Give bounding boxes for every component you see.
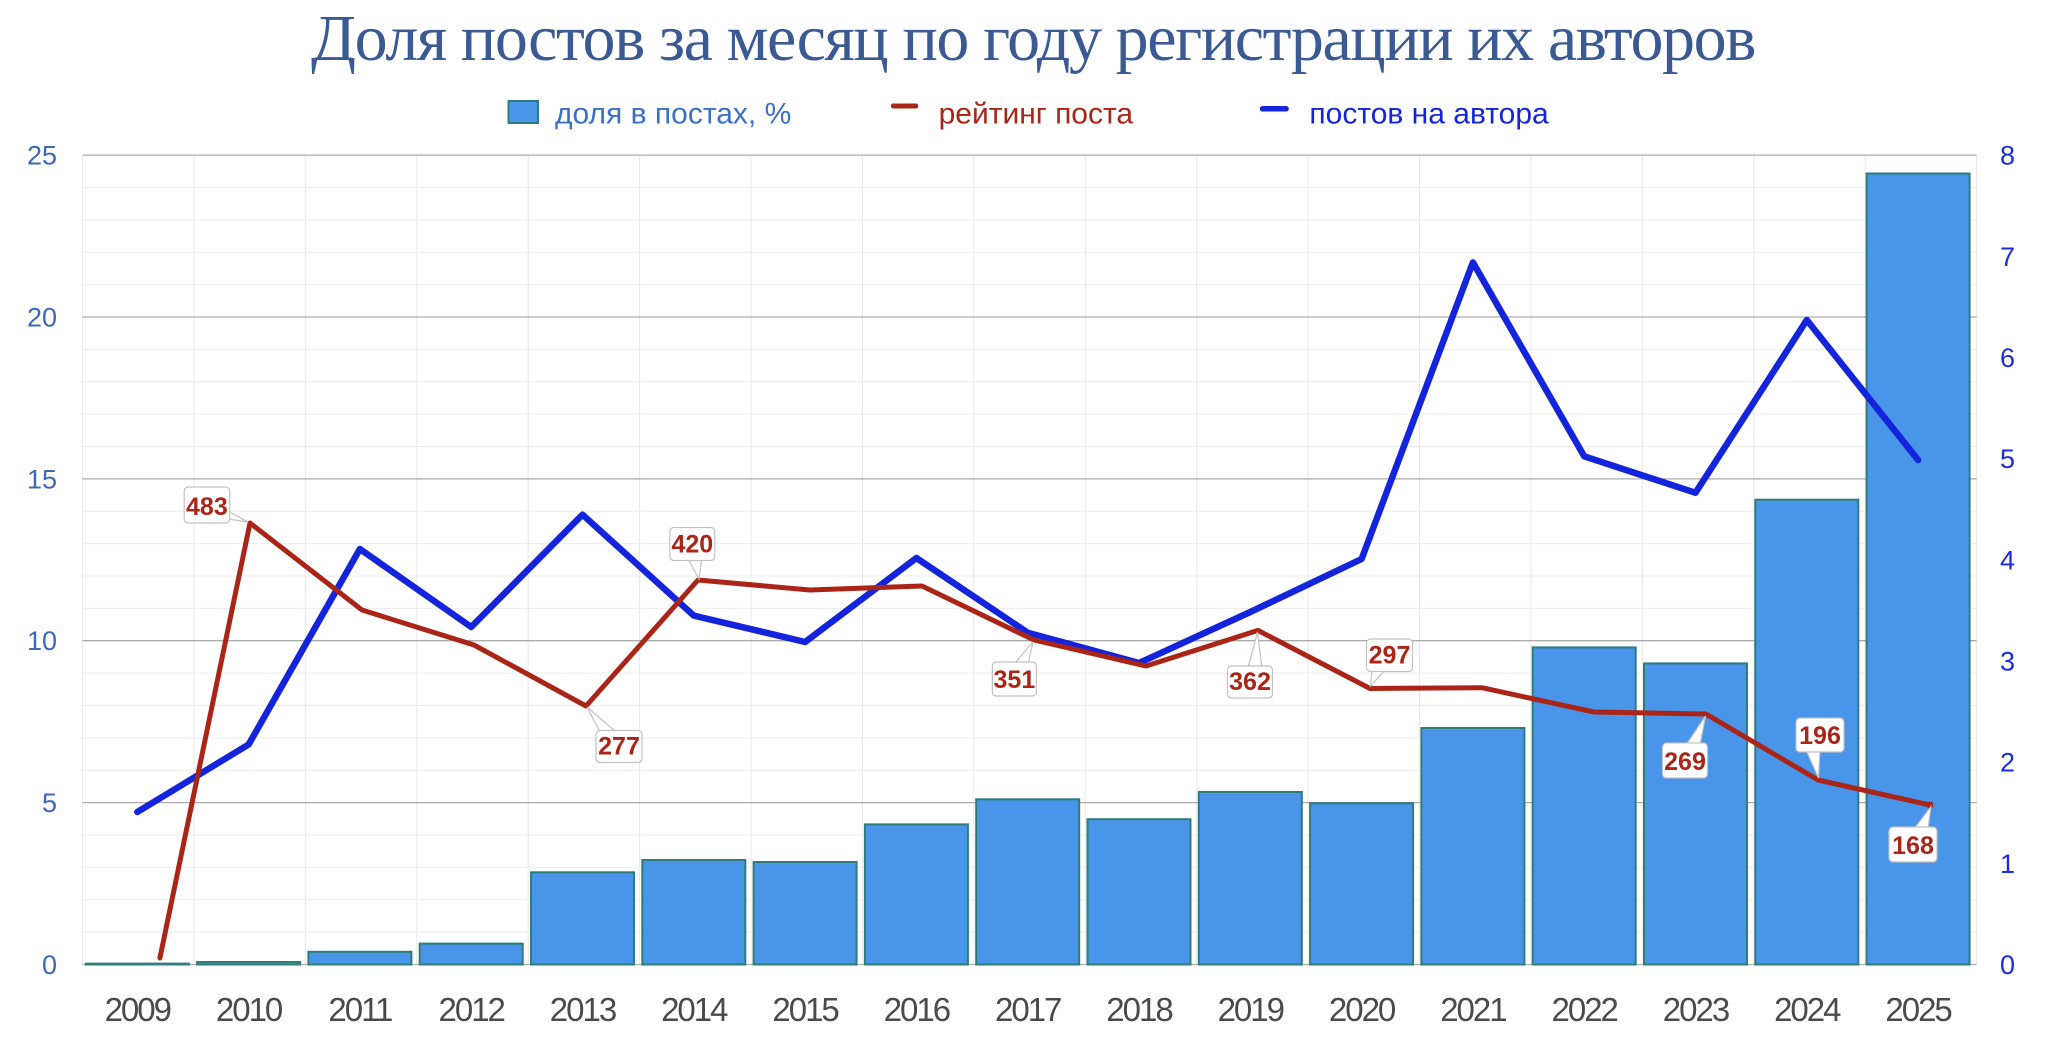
svg-text:15: 15 [27,464,57,494]
svg-text:2: 2 [2000,748,2015,778]
svg-text:277: 277 [598,733,640,761]
svg-text:4: 4 [2000,545,2015,575]
svg-text:168: 168 [1892,832,1934,860]
svg-text:7: 7 [2000,242,2015,272]
svg-text:269: 269 [1664,748,1706,776]
svg-text:рейтинг поста: рейтинг поста [939,98,1134,131]
svg-text:2018: 2018 [1106,991,1172,1028]
svg-text:297: 297 [1369,642,1411,670]
svg-text:351: 351 [994,666,1036,694]
svg-text:1: 1 [2000,849,2015,879]
svg-text:2011: 2011 [328,991,392,1028]
svg-text:2019: 2019 [1218,991,1284,1028]
svg-text:2013: 2013 [550,991,616,1028]
svg-text:6: 6 [2000,343,2015,373]
svg-text:362: 362 [1229,668,1271,696]
svg-text:5: 5 [2000,444,2015,474]
svg-text:5: 5 [42,788,57,818]
svg-text:2020: 2020 [1329,991,1396,1028]
svg-text:доля в постах, %: доля в постах, % [555,98,791,131]
svg-text:483: 483 [186,493,228,521]
svg-text:0: 0 [2000,950,2015,980]
svg-text:2010: 2010 [216,991,283,1028]
svg-text:Доля постов за месяц по году р: Доля постов за месяц по году регистрации… [311,2,1755,75]
svg-text:2024: 2024 [1774,991,1841,1028]
svg-text:0: 0 [42,950,57,980]
svg-text:20: 20 [27,303,57,333]
svg-text:196: 196 [1799,722,1841,750]
svg-text:2017: 2017 [995,991,1061,1028]
svg-text:2014: 2014 [661,991,728,1028]
svg-text:3: 3 [2000,647,2015,677]
svg-text:постов на автора: постов на автора [1309,98,1549,131]
svg-text:10: 10 [27,626,57,656]
svg-text:2021: 2021 [1440,991,1506,1028]
svg-text:2022: 2022 [1551,991,1617,1028]
svg-text:2023: 2023 [1663,991,1729,1028]
svg-text:2015: 2015 [772,991,838,1028]
svg-text:8: 8 [2000,141,2015,171]
svg-text:2009: 2009 [105,991,171,1028]
svg-text:420: 420 [671,531,713,559]
svg-text:2016: 2016 [884,991,950,1028]
svg-text:2012: 2012 [438,991,504,1028]
svg-text:2025: 2025 [1885,991,1951,1028]
svg-text:25: 25 [27,141,57,171]
